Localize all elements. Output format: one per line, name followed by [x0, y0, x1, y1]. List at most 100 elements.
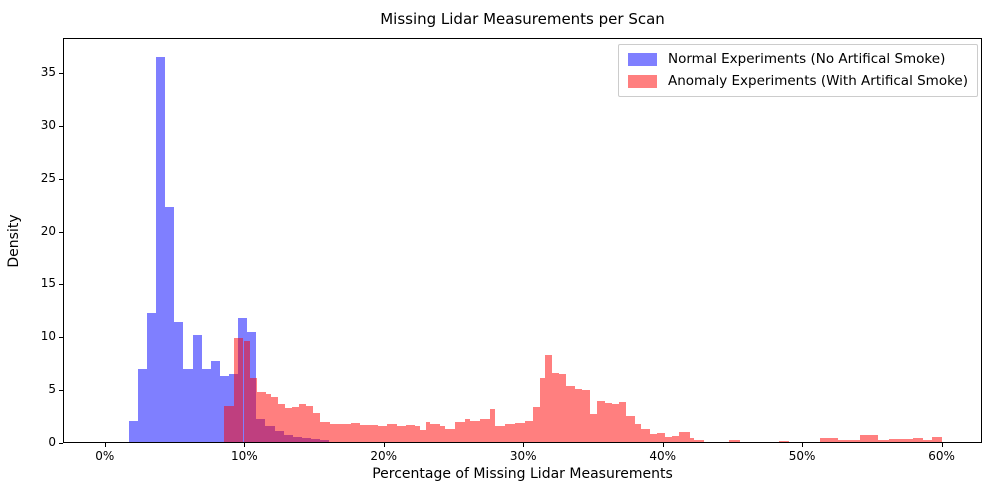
- histogram-bar-anomaly: [932, 436, 943, 442]
- histogram-bar-anomaly: [386, 424, 397, 442]
- histogram-bar-anomaly: [552, 372, 560, 442]
- y-tick-mark: [59, 231, 63, 233]
- histogram-bar-anomaly: [425, 422, 430, 442]
- y-tick-label: 25: [40, 170, 56, 185]
- histogram-bar-anomaly: [641, 429, 650, 442]
- histogram-bar-anomaly: [619, 402, 627, 442]
- histogram-bar-anomaly: [690, 438, 695, 442]
- histogram-bar-anomaly: [396, 425, 407, 442]
- histogram-bar-anomaly: [271, 397, 279, 442]
- histogram-bar-anomaly: [292, 407, 300, 442]
- histogram-bar-anomaly: [480, 418, 490, 442]
- x-tick-label: 40%: [649, 449, 677, 463]
- histogram-bar-anomaly: [360, 424, 371, 442]
- histogram-bar-normal: [183, 369, 193, 442]
- x-tick-label: 60%: [928, 449, 955, 463]
- legend: Normal Experiments (No Artifical Smoke) A…: [618, 44, 978, 97]
- histogram-bar-anomaly: [243, 341, 251, 442]
- histogram-bar-anomaly: [672, 435, 680, 442]
- histogram-bar-anomaly: [278, 404, 286, 442]
- histogram-bar-anomaly: [285, 407, 293, 442]
- y-tick-mark: [59, 178, 63, 180]
- histogram-bar-anomaly: [837, 439, 860, 442]
- x-tick-mark: [104, 443, 106, 447]
- histogram-bar-anomaly: [329, 424, 343, 442]
- x-tick-label: 20%: [370, 449, 398, 463]
- histogram-bar-anomaly: [370, 425, 379, 442]
- histogram-bar-anomaly: [414, 426, 421, 442]
- histogram-bar-anomaly: [859, 435, 879, 442]
- x-tick-mark: [941, 443, 943, 447]
- histogram-bar-anomaly: [566, 386, 575, 442]
- legend-swatch-icon: [628, 74, 657, 88]
- x-tick-mark: [523, 443, 525, 447]
- x-tick-mark: [383, 443, 385, 447]
- histogram-bar-anomaly: [559, 373, 567, 442]
- histogram-bar-anomaly: [889, 438, 913, 442]
- legend-row-anomaly: Anomaly Experiments (With Artifical Smok…: [628, 73, 968, 89]
- legend-label: Normal Experiments (No Artifical Smoke): [668, 51, 946, 67]
- y-tick-mark: [59, 443, 63, 444]
- x-tick-mark: [244, 443, 246, 447]
- histogram-bar-anomaly: [612, 404, 620, 442]
- histogram-bar-anomaly: [224, 406, 234, 442]
- histogram-bar-anomaly: [342, 423, 351, 442]
- histogram-bar-anomaly: [679, 432, 691, 442]
- y-tick-label: 10: [40, 329, 56, 344]
- histogram-bar-anomaly: [649, 433, 657, 442]
- bars-layer: [64, 39, 981, 442]
- histogram-bar-normal: [210, 360, 220, 442]
- histogram-bar-anomaly: [596, 400, 606, 442]
- histogram-bar-anomaly: [819, 438, 838, 442]
- legend-row-normal: Normal Experiments (No Artifical Smoke): [628, 51, 968, 67]
- histogram-bar-anomaly: [912, 437, 923, 442]
- histogram-bar-anomaly: [514, 423, 525, 442]
- x-tick-label: 30%: [509, 449, 537, 463]
- histogram-bar-anomaly: [626, 415, 635, 442]
- y-tick-label: 35: [40, 64, 56, 79]
- histogram-bar-anomaly: [265, 393, 272, 442]
- y-tick-label: 0: [48, 435, 56, 449]
- legend-swatch-icon: [628, 52, 657, 66]
- histogram-bar-anomaly: [306, 406, 314, 442]
- y-tick-mark: [59, 337, 63, 339]
- histogram-bar-anomaly: [656, 432, 666, 442]
- histogram-bar-anomaly: [470, 420, 481, 442]
- histogram-bar-anomaly: [455, 422, 465, 442]
- histogram-bar-anomaly: [320, 422, 330, 442]
- histogram-bar-anomaly: [489, 409, 496, 442]
- histogram-bar-anomaly: [378, 425, 387, 442]
- histogram-bar-anomaly: [922, 440, 933, 442]
- histogram-bar-normal: [128, 420, 138, 442]
- x-tick-label: 50%: [788, 449, 816, 463]
- x-tick-mark: [802, 443, 804, 447]
- histogram-bar-anomaly: [532, 407, 540, 442]
- y-tick-mark: [59, 284, 63, 286]
- plot-area: Normal Experiments (No Artifical Smoke) A…: [63, 38, 982, 443]
- legend-label: Anomaly Experiments (With Artifical Smok…: [668, 73, 968, 89]
- histogram-bar-anomaly: [429, 424, 440, 442]
- y-tick-label: 5: [48, 382, 56, 397]
- histogram-bar-normal: [137, 369, 147, 442]
- histogram-bar-anomaly: [589, 413, 597, 442]
- x-tick-label: 0%: [95, 449, 115, 463]
- y-tick-label: 30: [40, 117, 56, 132]
- histogram-bar-anomaly: [464, 418, 471, 442]
- x-axis-label: Percentage of Missing Lidar Measurements: [372, 466, 673, 482]
- histogram-bar-anomaly: [729, 439, 741, 442]
- chart-title: Missing Lidar Measurements per Scan: [380, 10, 665, 28]
- histogram-bar-anomaly: [524, 420, 533, 442]
- histogram-bar-anomaly: [505, 424, 515, 442]
- histogram-bar-normal: [192, 334, 202, 442]
- y-tick-mark: [59, 390, 63, 392]
- histogram-bar-anomaly: [779, 440, 789, 442]
- histogram-bar-anomaly: [439, 426, 446, 442]
- histogram-bar-anomaly: [445, 429, 455, 442]
- histogram-bar-anomaly: [406, 424, 415, 442]
- histogram-bar-normal: [165, 207, 175, 442]
- histogram-bar-anomaly: [574, 389, 582, 442]
- histogram-bar-anomaly: [539, 377, 546, 442]
- histogram-bar-normal: [174, 322, 184, 442]
- histogram-bar-anomaly: [605, 403, 613, 442]
- histogram-bar-normal: [201, 369, 211, 442]
